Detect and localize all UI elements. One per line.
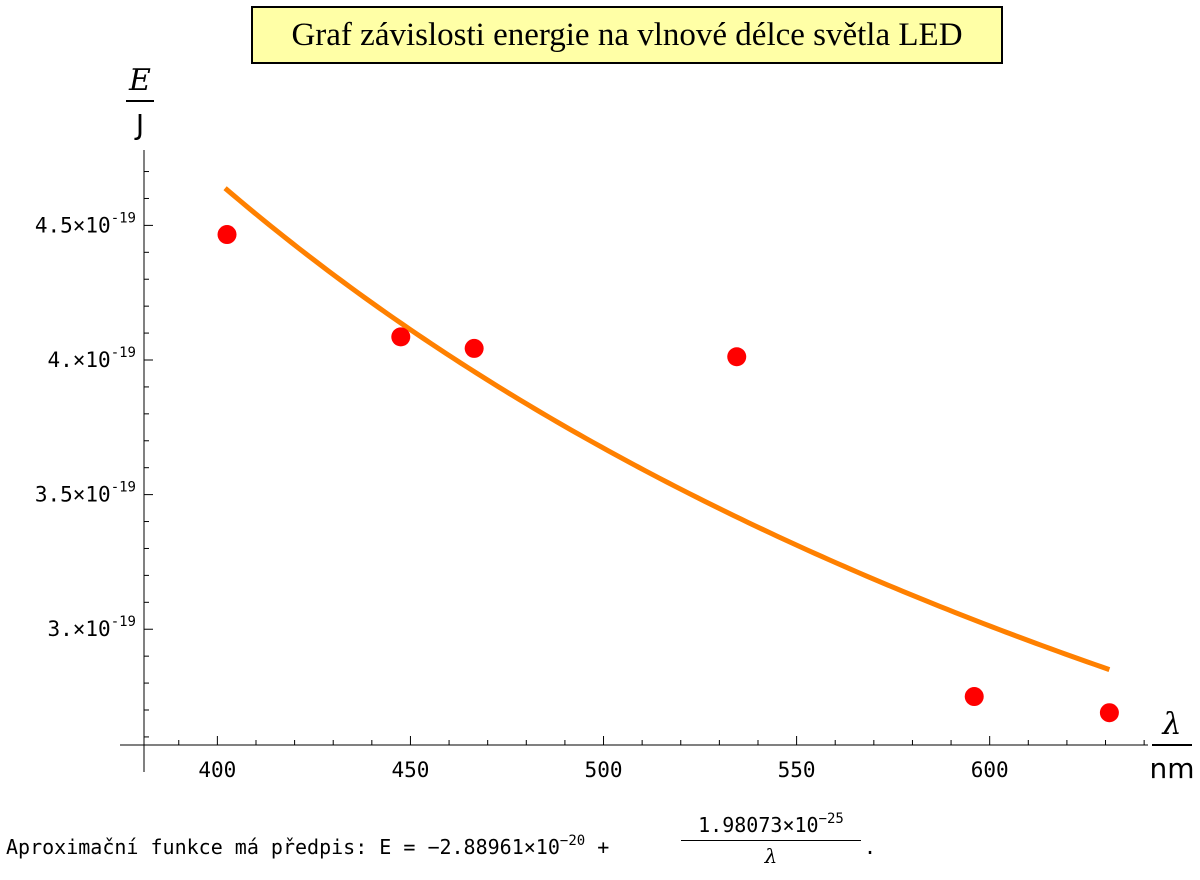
- data-point-3: [464, 338, 484, 358]
- x-tick-label-600: 600: [971, 758, 1009, 782]
- y-axis-unit: J: [134, 108, 144, 141]
- formula-const-mantissa: −2.88961: [427, 835, 524, 859]
- formula-num-times: ×10: [782, 813, 819, 837]
- formula-fraction-bar: [681, 840, 861, 841]
- y-tick-times: ×10: [73, 348, 111, 372]
- data-point-5: [964, 687, 984, 707]
- x-tick-label-400: 400: [198, 758, 236, 782]
- x-axis-unit: nm: [1149, 752, 1194, 785]
- formula-const-times: ×10: [523, 835, 560, 859]
- formula-lead-text: Aproximační funkce má předpis: E =: [6, 835, 428, 859]
- formula-numerator: 1.98073×10−25: [681, 812, 861, 838]
- x-tick-label-500: 500: [585, 758, 623, 782]
- formula-fraction: 1.98073×10−25 λ: [681, 812, 861, 869]
- y-tick-mantissa: 4.5: [35, 213, 73, 237]
- y-tick-times: ×10: [73, 483, 111, 507]
- formula-plus: +: [585, 835, 622, 859]
- x-tick-label-450: 450: [391, 758, 429, 782]
- x-tick-label-550: 550: [778, 758, 816, 782]
- ticks: 400 450 500 550 6003.×10-193.5×10-194.×10-19…: [35, 171, 1145, 782]
- y-tick-label-3_: 3.×10-19: [47, 614, 136, 641]
- y-tick-exponent: -19: [111, 614, 136, 630]
- y-tick-label-3_5: 3.5×10-19: [35, 480, 136, 507]
- y-tick-exponent: -19: [111, 210, 136, 226]
- y-tick-times: ×10: [73, 213, 111, 237]
- y-tick-mantissa: 3.5: [35, 483, 73, 507]
- formula-lead: Aproximační funkce má předpis: E = −2.88…: [6, 833, 622, 859]
- formula-denominator: λ: [764, 844, 778, 868]
- y-axis-symbol: E: [128, 63, 151, 98]
- y-tick-exponent: -19: [111, 345, 136, 361]
- formula-num-exp: −25: [818, 811, 844, 827]
- x-axis-symbol: λ: [1161, 707, 1181, 742]
- chart-title: Graf závislosti energie na vlnové délce …: [251, 6, 1003, 64]
- data-point-4: [727, 347, 747, 367]
- data-point-2: [391, 327, 411, 347]
- y-tick-mantissa: 4.: [47, 348, 72, 372]
- y-tick-label-4_: 4.×10-19: [47, 345, 136, 372]
- axes: [120, 150, 1148, 772]
- fit-formula: Aproximační funkce má předpis: E = −2.88…: [6, 812, 1006, 876]
- y-tick-mantissa: 3.: [47, 617, 72, 641]
- formula-const-exp: −20: [559, 833, 586, 849]
- fit-curve: [223, 186, 1111, 672]
- formula-end: .: [864, 835, 877, 859]
- data-points: [217, 225, 1119, 723]
- y-tick-label-4_5: 4.5×10-19: [35, 210, 136, 237]
- data-point-1: [217, 225, 237, 245]
- axis-labels: E J λ nm: [126, 63, 1195, 785]
- fit-curve-group: [223, 186, 1111, 672]
- data-point-6: [1099, 703, 1119, 723]
- formula-num-mantissa: 1.98073: [698, 813, 783, 837]
- y-tick-times: ×10: [73, 617, 111, 641]
- y-tick-exponent: -19: [111, 480, 136, 496]
